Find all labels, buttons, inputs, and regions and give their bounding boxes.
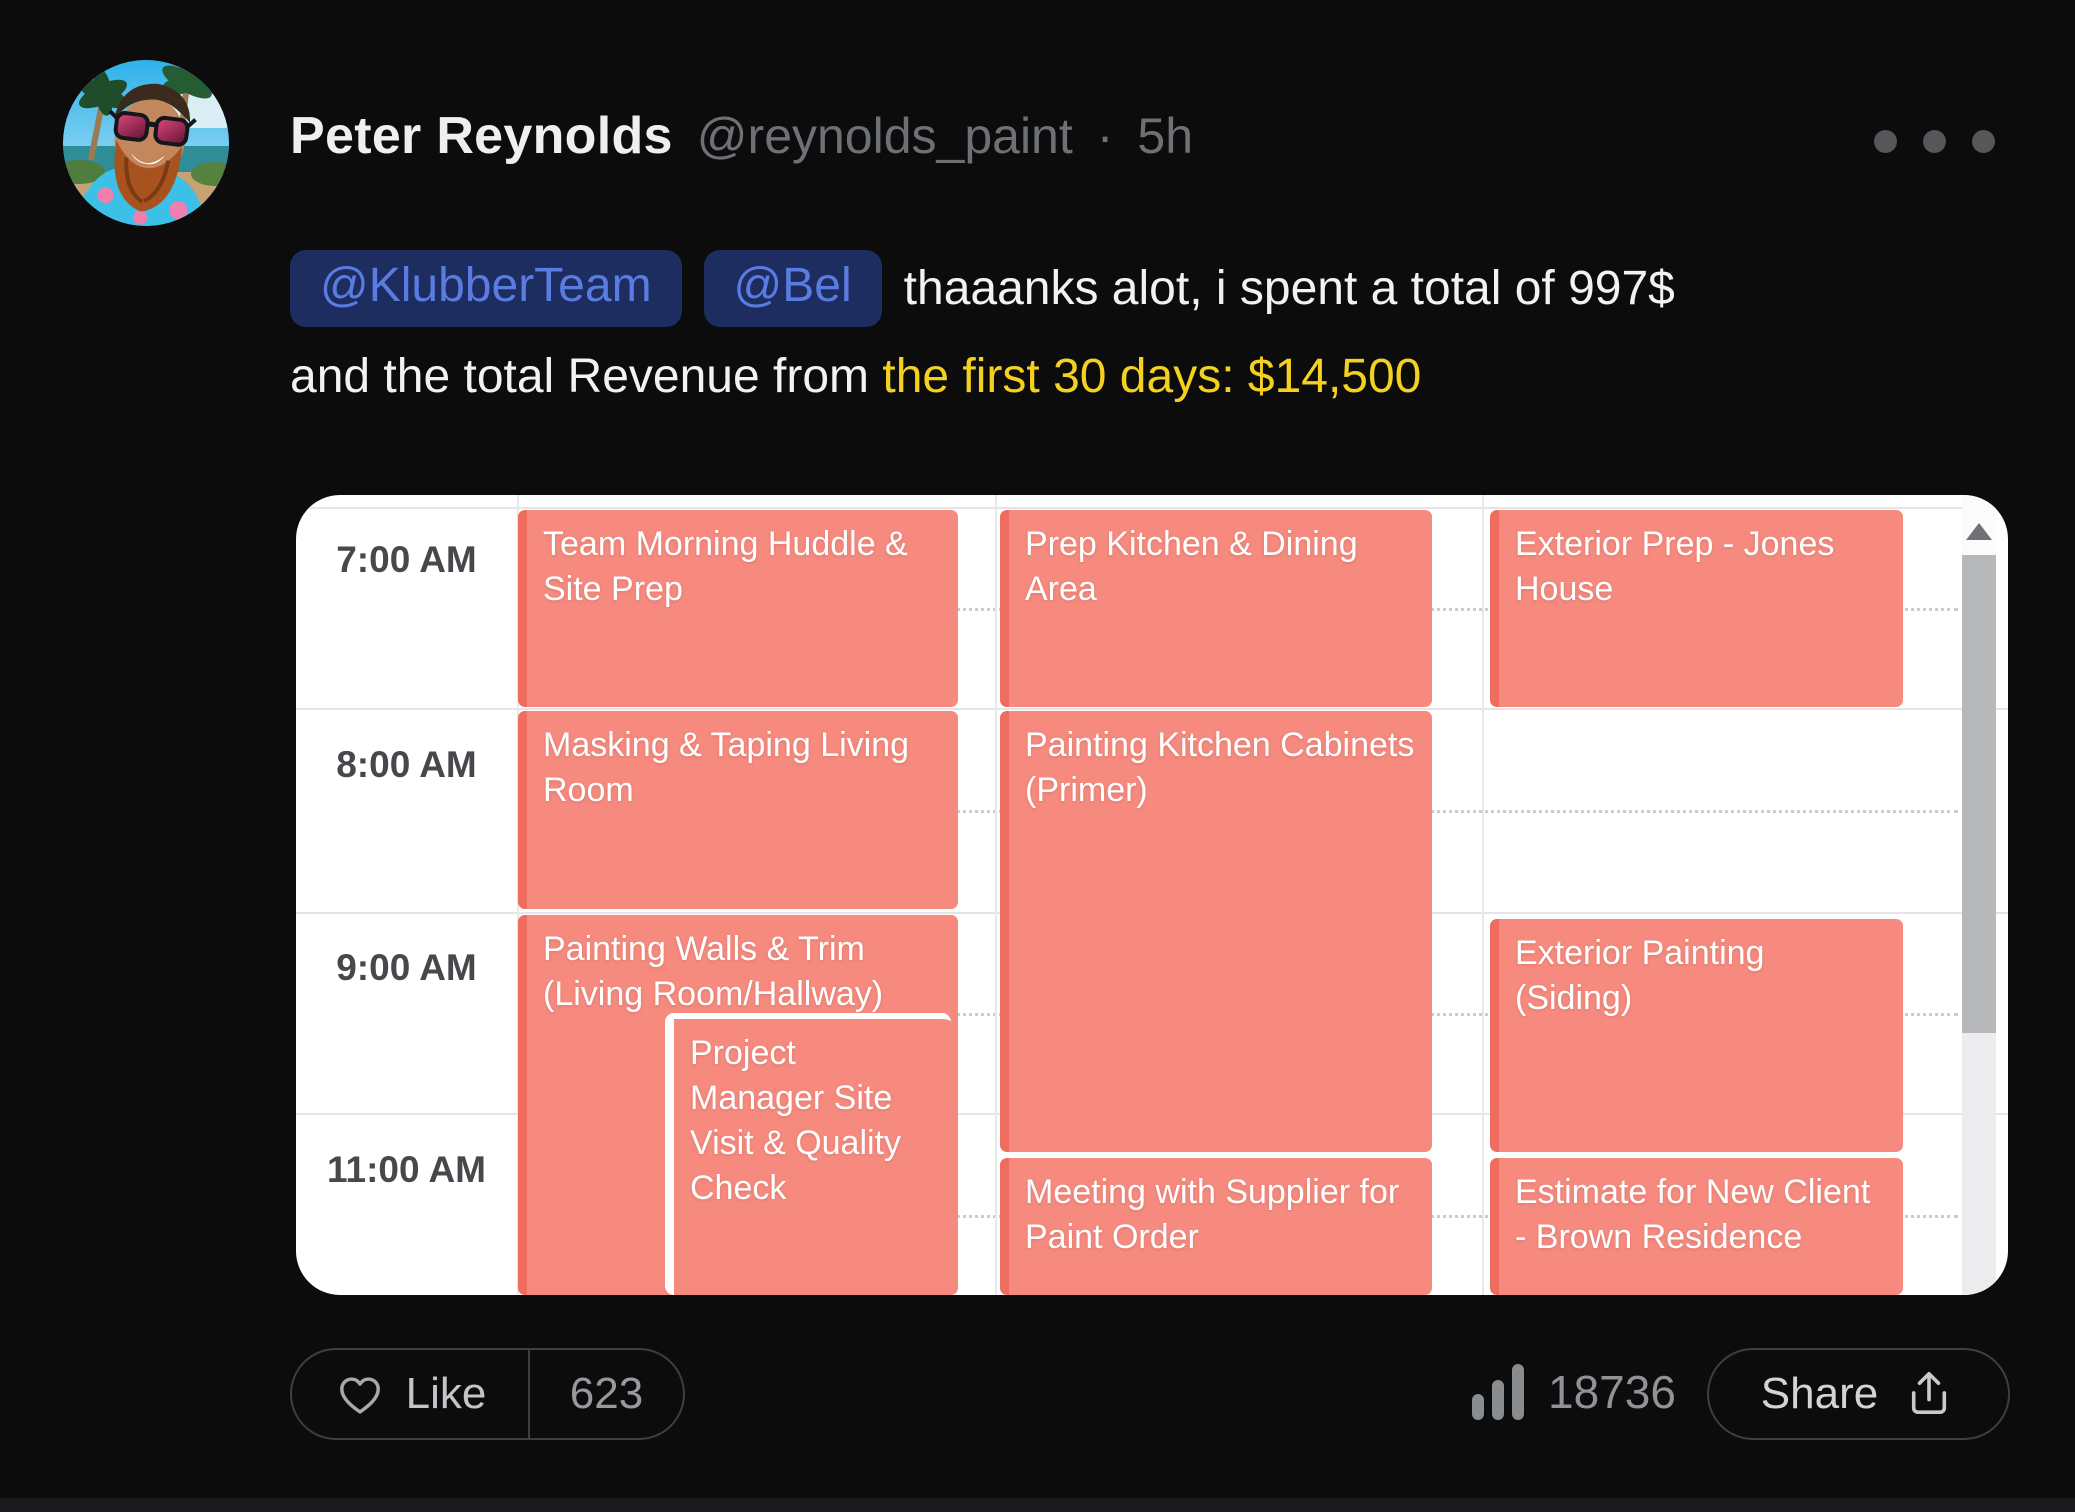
column-divider bbox=[1482, 495, 1484, 1295]
views-stat: 18736 bbox=[1472, 1364, 1676, 1420]
calendar-event-title: Exterior Prep - Jones House bbox=[1515, 525, 1835, 608]
calendar-event-title: Project Manager Site Visit & Quality Che… bbox=[690, 1034, 902, 1207]
like-count: 623 bbox=[569, 1369, 644, 1418]
calendar-event[interactable]: Exterior Painting (Siding) bbox=[1490, 919, 1903, 1152]
calendar-event-title: Masking & Taping Living Room bbox=[543, 726, 910, 809]
calendar-event[interactable]: Exterior Prep - Jones House bbox=[1490, 510, 1903, 707]
author-name[interactable]: Peter Reynolds bbox=[290, 107, 673, 165]
post-text: and the total Revenue from bbox=[290, 350, 883, 403]
dot bbox=[1874, 130, 1897, 153]
calendar-event-title: Exterior Painting (Siding) bbox=[1515, 934, 1765, 1017]
post-text-line1: @KlubberTeam @Bel thaaanks alot, i spent… bbox=[290, 250, 1970, 327]
dot bbox=[1972, 130, 1995, 153]
calendar-screenshot: 7:00 AM 8:00 AM 9:00 AM 11:00 AM Team Mo… bbox=[296, 495, 2008, 1295]
time-label: 8:00 AM bbox=[336, 744, 477, 785]
time-label: 11:00 AM bbox=[326, 1149, 487, 1190]
post-header: Peter Reynolds @reynolds_paint · 5h bbox=[290, 106, 1193, 166]
more-menu-icon[interactable] bbox=[1874, 130, 1995, 153]
views-count: 18736 bbox=[1548, 1366, 1676, 1418]
hour-gridline bbox=[296, 507, 2008, 509]
calendar-event-title: Prep Kitchen & Dining Area bbox=[1025, 525, 1358, 608]
calendar-event-title: Painting Kitchen Cabinets (Primer) bbox=[1025, 726, 1415, 809]
like-divider bbox=[528, 1350, 530, 1438]
calendar-event[interactable]: Team Morning Huddle & Site Prep bbox=[518, 510, 958, 707]
calendar-event-title: Team Morning Huddle & Site Prep bbox=[543, 525, 908, 608]
time-label: 9:00 AM bbox=[336, 947, 477, 988]
like-label: Like bbox=[405, 1369, 487, 1418]
calendar-event[interactable]: Project Manager Site Visit & Quality Che… bbox=[665, 1013, 951, 1295]
avatar-photo bbox=[63, 60, 229, 226]
share-icon bbox=[1912, 1371, 1947, 1415]
calendar-event-title: Painting Walls & Trim (Living Room/Hallw… bbox=[543, 930, 884, 1013]
like-button[interactable]: Like 623 bbox=[290, 1348, 685, 1440]
window-bottom-edge bbox=[0, 1498, 2075, 1512]
time-label: 7:00 AM bbox=[336, 539, 477, 580]
header-separator: · bbox=[1096, 108, 1114, 164]
scroll-up-arrow-icon[interactable] bbox=[1966, 523, 1992, 540]
calendar-event[interactable]: Masking & Taping Living Room bbox=[518, 711, 958, 909]
bar bbox=[1472, 1394, 1484, 1420]
bar bbox=[1492, 1380, 1504, 1420]
hour-gridline bbox=[296, 708, 2008, 710]
column-divider bbox=[995, 495, 997, 1295]
scrollbar-thumb[interactable] bbox=[1962, 555, 1996, 1033]
calendar-event[interactable]: Meeting with Supplier for Paint Order bbox=[1000, 1158, 1432, 1295]
bar bbox=[1512, 1364, 1524, 1420]
calendar-event[interactable]: Prep Kitchen & Dining Area bbox=[1000, 510, 1432, 707]
author-handle[interactable]: @reynolds_paint bbox=[696, 108, 1073, 164]
calendar-event-title: Estimate for New Client - Brown Residenc… bbox=[1515, 1173, 1871, 1256]
heart-icon bbox=[339, 1377, 380, 1414]
like-button-left[interactable]: Like bbox=[292, 1368, 528, 1420]
mention-bel[interactable]: @Bel bbox=[703, 250, 882, 327]
post-text: thaaanks alot, i spent a total of 997$ bbox=[903, 262, 1675, 315]
calendar-event[interactable]: Estimate for New Client - Brown Residenc… bbox=[1490, 1158, 1903, 1295]
post-body: @KlubberTeam @Bel thaaanks alot, i spent… bbox=[290, 250, 1970, 404]
stats-bars-icon bbox=[1472, 1364, 1524, 1420]
dot bbox=[1923, 130, 1946, 153]
calendar-event[interactable]: Painting Kitchen Cabinets (Primer) bbox=[1000, 711, 1432, 1152]
post-text-line2: and the total Revenue from the first 30 … bbox=[290, 349, 1970, 404]
post-text-highlight: the first 30 days: $14,500 bbox=[882, 350, 1422, 403]
share-button[interactable]: Share bbox=[1707, 1348, 2010, 1440]
calendar-event-title: Meeting with Supplier for Paint Order bbox=[1025, 1173, 1400, 1256]
scrollbar-track-lower[interactable] bbox=[1962, 1033, 1996, 1295]
mention-klubberteam[interactable]: @KlubberTeam bbox=[290, 250, 682, 327]
share-label: Share bbox=[1760, 1369, 1879, 1418]
avatar[interactable] bbox=[63, 60, 229, 226]
post-timestamp: 5h bbox=[1137, 108, 1194, 164]
